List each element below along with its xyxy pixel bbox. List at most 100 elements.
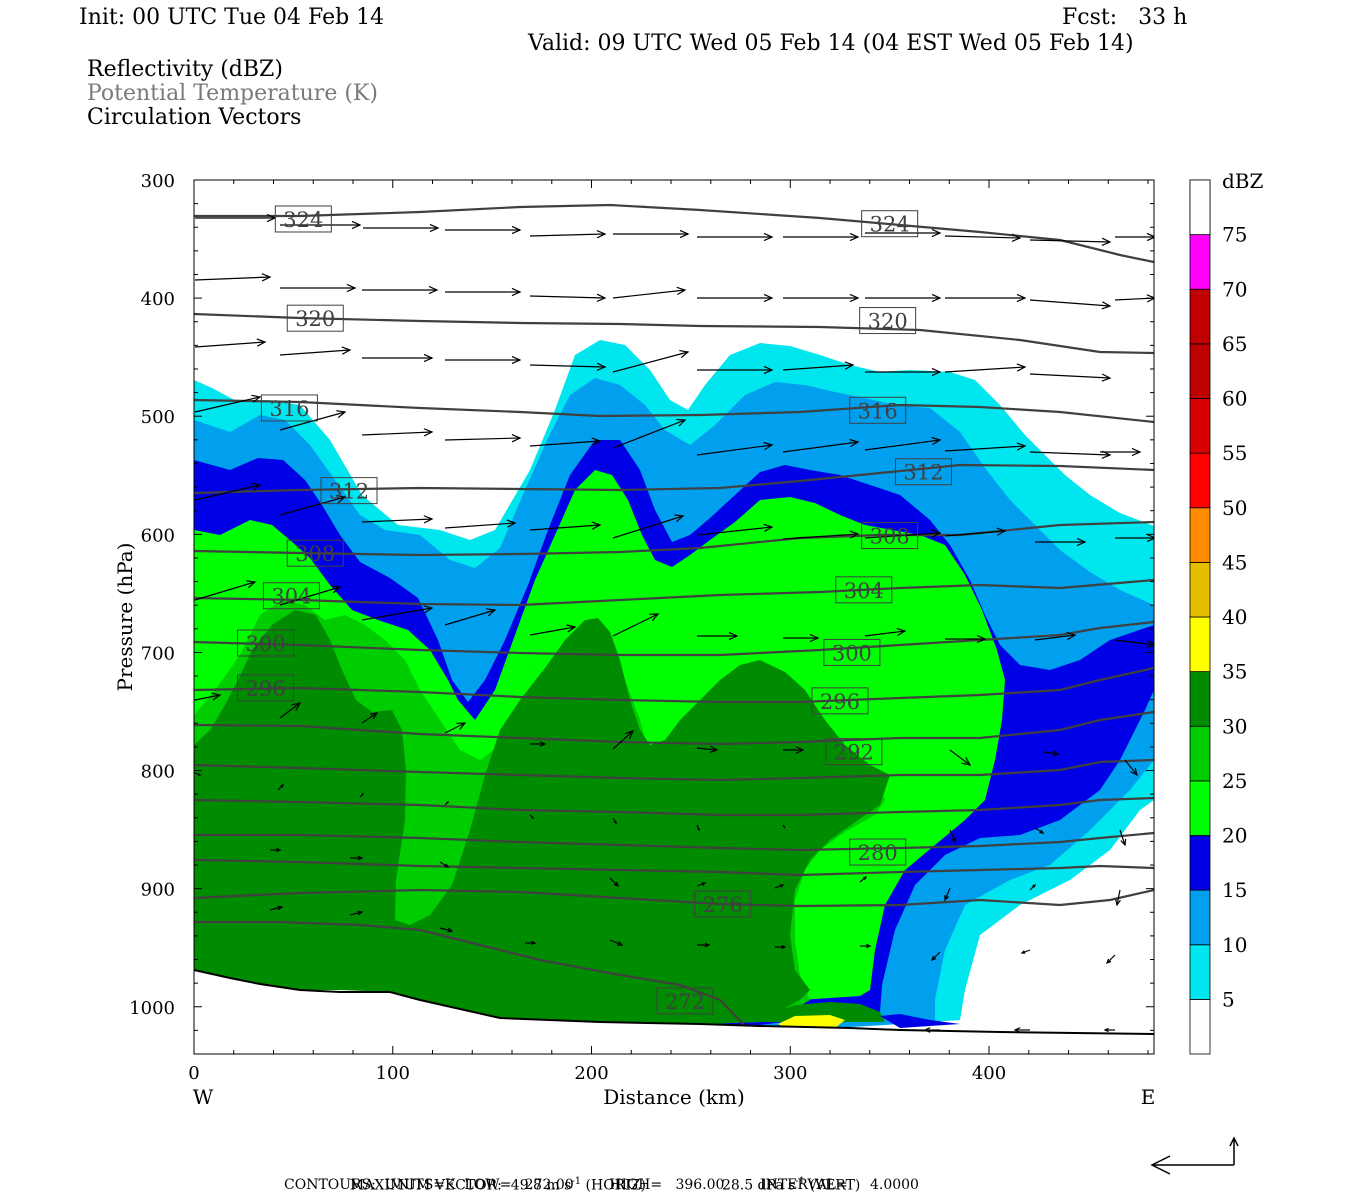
- colorbar-label: 45: [1222, 550, 1247, 574]
- valid-time: Valid: 09 UTC Wed 05 Feb 14 (04 EST Wed …: [528, 31, 1134, 56]
- contour-label: 296: [246, 677, 286, 701]
- contour-label-box: [694, 890, 752, 918]
- theta-contour: [194, 796, 1154, 817]
- contour-label-box: [237, 629, 295, 657]
- circulation-vector-head: [1146, 294, 1154, 303]
- forecast-hour: Fcst: 33 h: [1062, 5, 1188, 30]
- theta-contour: [194, 463, 1154, 495]
- refl-band-30: [194, 610, 890, 1024]
- circulation-vector: [279, 496, 346, 516]
- circulation-vector: [1042, 751, 1059, 755]
- max-vector-horiz-label: MAXIMUM VECTOR: 49.8 m s: [349, 1177, 572, 1194]
- circulation-vector-head: [613, 820, 617, 825]
- circulation-vector-head: [346, 283, 357, 293]
- contour-info: CONTOURS: UNITS=K LOW= 272.00 HIGH= 396.…: [284, 1177, 919, 1193]
- colorbar-label: 30: [1222, 714, 1247, 738]
- circulation-vector-head: [1011, 233, 1022, 242]
- circulation-vector: [782, 824, 786, 829]
- colorbar-label: 20: [1222, 824, 1247, 848]
- colorbar-label: 15: [1222, 878, 1247, 902]
- circulation-vector-head: [211, 692, 222, 701]
- circulation-vector: [529, 626, 576, 636]
- circulation-vector-head: [679, 229, 690, 239]
- circulation-vector-head: [531, 816, 535, 820]
- circulation-vector-head: [996, 527, 1007, 536]
- terrain-mask: [194, 970, 1154, 1054]
- circulation-vector: [612, 613, 659, 637]
- x-tick-label: 0: [188, 1063, 199, 1084]
- contour-label-box: [286, 539, 344, 567]
- circulation-vector-head: [1146, 232, 1154, 242]
- circulation-vector: [612, 351, 689, 373]
- theta-contour: [194, 920, 746, 1027]
- terrain-outline: [193, 969, 1155, 1035]
- circulation-vector: [864, 532, 941, 539]
- circulation-vector-head: [336, 495, 347, 504]
- init-time: Init: 00 UTC Tue 04 Feb 14: [79, 5, 385, 30]
- contour-label: 300: [246, 632, 286, 656]
- circulation-vector-head: [976, 634, 987, 644]
- contour-label: 280: [858, 841, 898, 865]
- y-tick-label: 900: [141, 880, 175, 901]
- circulation-vector-head: [511, 355, 522, 365]
- circulation-vector-head: [531, 940, 537, 946]
- circulation-vector: [529, 524, 601, 531]
- circulation-vector: [696, 526, 773, 536]
- y-tick-label: 800: [141, 762, 175, 783]
- circulation-vector-head: [341, 346, 352, 355]
- circulation-vector-head: [1016, 363, 1027, 372]
- circulation-vector-head: [679, 349, 690, 359]
- circulation-vector: [944, 445, 1026, 452]
- circulation-vector-head: [944, 894, 950, 902]
- x-tick-label: 200: [574, 1063, 608, 1084]
- circulation-vector-head: [506, 519, 517, 528]
- circulation-vector: [361, 518, 433, 523]
- circulation-vector: [1034, 634, 1076, 641]
- circulation-vector: [782, 533, 859, 540]
- circulation-vector-head: [1115, 899, 1121, 907]
- contour-label: 320: [868, 310, 908, 334]
- contour-label-box: [894, 458, 952, 486]
- contour-label-box: [825, 738, 883, 766]
- circulation-vector-head: [613, 881, 620, 888]
- circulation-vector-head: [849, 232, 860, 242]
- circulation-vector: [949, 749, 971, 766]
- circulation-vector: [529, 440, 601, 447]
- circulation-vector: [444, 722, 466, 734]
- circulation-vector: [349, 911, 363, 916]
- circulation-vector-head: [779, 884, 785, 888]
- circulation-vector-head: [1039, 829, 1045, 834]
- colorbar-label: 10: [1222, 933, 1247, 957]
- colorbar-label: 65: [1222, 332, 1247, 356]
- contour-label-box: [861, 210, 919, 238]
- field-potential-temperature: Potential Temperature (K): [87, 81, 378, 106]
- colorbar-segment: [1189, 288, 1211, 345]
- east-label: E: [1141, 1085, 1156, 1109]
- colorbar-label: 55: [1222, 441, 1247, 465]
- circulation-vector-head: [1032, 883, 1037, 888]
- contour-label-box: [823, 638, 881, 666]
- contour-label: 276: [703, 893, 743, 917]
- contour-label: 312: [903, 461, 943, 485]
- circulation-vector-head: [1101, 301, 1112, 310]
- circulation-vector-head: [1105, 958, 1112, 965]
- circulation-vector-head: [1020, 950, 1026, 954]
- circulation-vector-head: [428, 285, 439, 295]
- circulation-vector: [782, 364, 854, 371]
- circulation-vector-head: [1103, 1027, 1109, 1033]
- theta-contour: [194, 758, 1154, 782]
- colorbar-label: 75: [1222, 223, 1247, 247]
- circulation-vector: [612, 419, 686, 449]
- circulation-vector: [1029, 299, 1111, 307]
- circulation-vector: [194, 484, 261, 501]
- circulation-vector-head: [357, 855, 364, 861]
- max-vector-vert-unit: (VERT): [805, 1177, 861, 1194]
- circulation-vector: [194, 341, 266, 348]
- colorbar-segment: [1189, 234, 1211, 290]
- refl-surface-blue: [880, 1014, 960, 1028]
- circulation-vector-head: [423, 605, 434, 614]
- circulation-vector-head: [763, 365, 774, 375]
- circulation-vector-head: [763, 232, 774, 242]
- circulation-vector: [1114, 639, 1154, 646]
- max-vector-vert-exponent: -1: [795, 1176, 806, 1187]
